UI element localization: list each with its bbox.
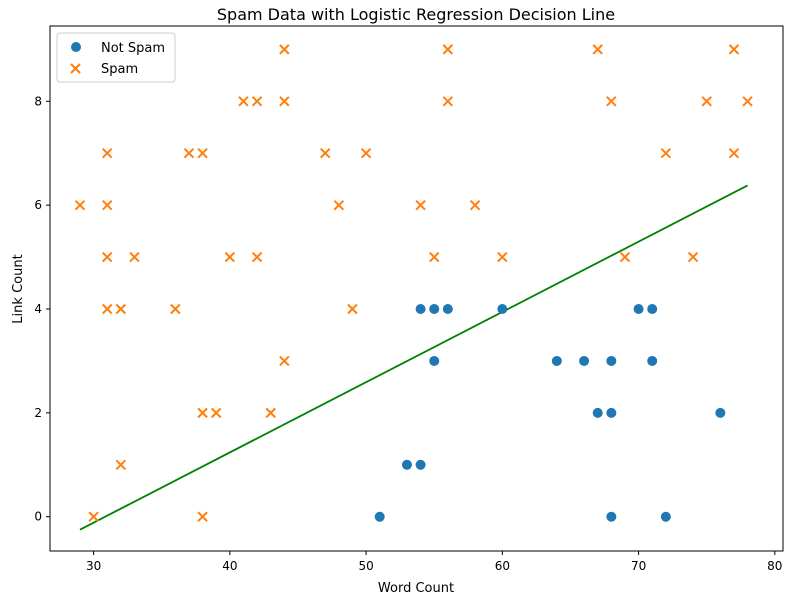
point-not-spam	[551, 355, 562, 366]
plot-area	[50, 26, 783, 551]
point-spam	[102, 148, 113, 159]
point-spam	[660, 148, 672, 159]
point-spam	[102, 251, 113, 263]
point-not-spam	[401, 459, 412, 470]
point-spam	[429, 251, 440, 263]
point-spam	[469, 199, 481, 211]
point-spam	[442, 96, 454, 107]
point-spam	[74, 199, 86, 211]
point-spam	[728, 44, 740, 55]
point-spam	[238, 96, 249, 107]
point-spam	[442, 44, 454, 55]
point-not-spam	[415, 304, 426, 315]
point-spam	[115, 303, 127, 315]
point-spam	[360, 148, 372, 159]
point-spam	[265, 407, 276, 419]
point-spam	[333, 199, 345, 211]
point-spam	[129, 251, 140, 263]
data-points-layer	[74, 44, 753, 522]
point-spam	[115, 459, 127, 471]
point-spam	[170, 303, 181, 315]
point-spam	[347, 303, 358, 315]
point-spam	[197, 511, 208, 522]
point-spam	[701, 96, 712, 107]
point-spam	[415, 199, 426, 211]
point-spam	[742, 96, 753, 107]
y-tick-label: 0	[34, 510, 42, 524]
y-tick-label: 4	[34, 302, 42, 316]
point-not-spam	[429, 355, 440, 366]
y-tick-label: 2	[34, 406, 42, 420]
point-spam	[197, 407, 208, 419]
y-axis-label: Link Count	[11, 254, 26, 323]
point-not-spam	[606, 407, 617, 418]
point-not-spam	[579, 355, 590, 366]
legend-box	[56, 32, 176, 83]
decision-line	[79, 184, 748, 531]
point-not-spam	[715, 407, 726, 418]
point-spam	[497, 251, 508, 263]
point-spam	[728, 148, 740, 159]
point-not-spam	[647, 355, 658, 366]
legend-label-not-spam: Not Spam	[101, 41, 165, 56]
x-axis-label: Word Count	[378, 581, 454, 596]
point-not-spam	[606, 511, 617, 522]
x-tick-label: 40	[222, 559, 237, 573]
point-spam	[606, 96, 617, 107]
x-axis: 30 40 50 60 70 80	[86, 551, 782, 573]
point-spam	[251, 251, 263, 263]
legend-label-spam: Spam	[101, 62, 138, 77]
point-spam	[592, 44, 603, 55]
x-tick-label: 50	[358, 559, 373, 573]
point-spam	[279, 355, 290, 367]
x-tick-label: 70	[631, 559, 646, 573]
point-not-spam	[592, 407, 603, 418]
point-spam	[320, 148, 331, 159]
point-spam	[251, 96, 263, 107]
point-spam	[619, 251, 631, 263]
point-not-spam	[374, 511, 385, 522]
point-spam	[279, 96, 290, 107]
point-spam	[183, 148, 195, 159]
legend: Not Spam Spam	[56, 32, 176, 83]
point-spam	[224, 251, 236, 263]
legend-marker-spam	[70, 63, 81, 74]
point-not-spam	[660, 511, 671, 522]
point-not-spam	[633, 304, 644, 315]
legend-marker-not-spam	[71, 42, 81, 52]
point-spam	[88, 511, 99, 522]
decision-line-layer	[79, 184, 748, 531]
point-spam	[102, 199, 113, 211]
plot-frame	[49, 25, 784, 552]
x-tick-label: 60	[495, 559, 510, 573]
point-spam	[102, 303, 113, 315]
point-not-spam	[606, 355, 617, 366]
point-not-spam	[442, 304, 453, 315]
point-spam	[687, 251, 699, 263]
point-spam	[211, 407, 222, 419]
y-tick-label: 6	[34, 198, 42, 212]
y-axis: 0 2 4 6 8	[34, 94, 50, 524]
point-not-spam	[497, 304, 508, 315]
point-spam	[197, 148, 208, 159]
point-not-spam	[647, 304, 658, 315]
point-spam	[279, 44, 290, 55]
point-not-spam	[429, 304, 440, 315]
chart-title: Spam Data with Logistic Regression Decis…	[217, 5, 615, 24]
y-tick-label: 8	[34, 94, 42, 108]
point-not-spam	[415, 459, 426, 470]
x-tick-label: 30	[86, 559, 101, 573]
x-tick-label: 80	[767, 559, 782, 573]
